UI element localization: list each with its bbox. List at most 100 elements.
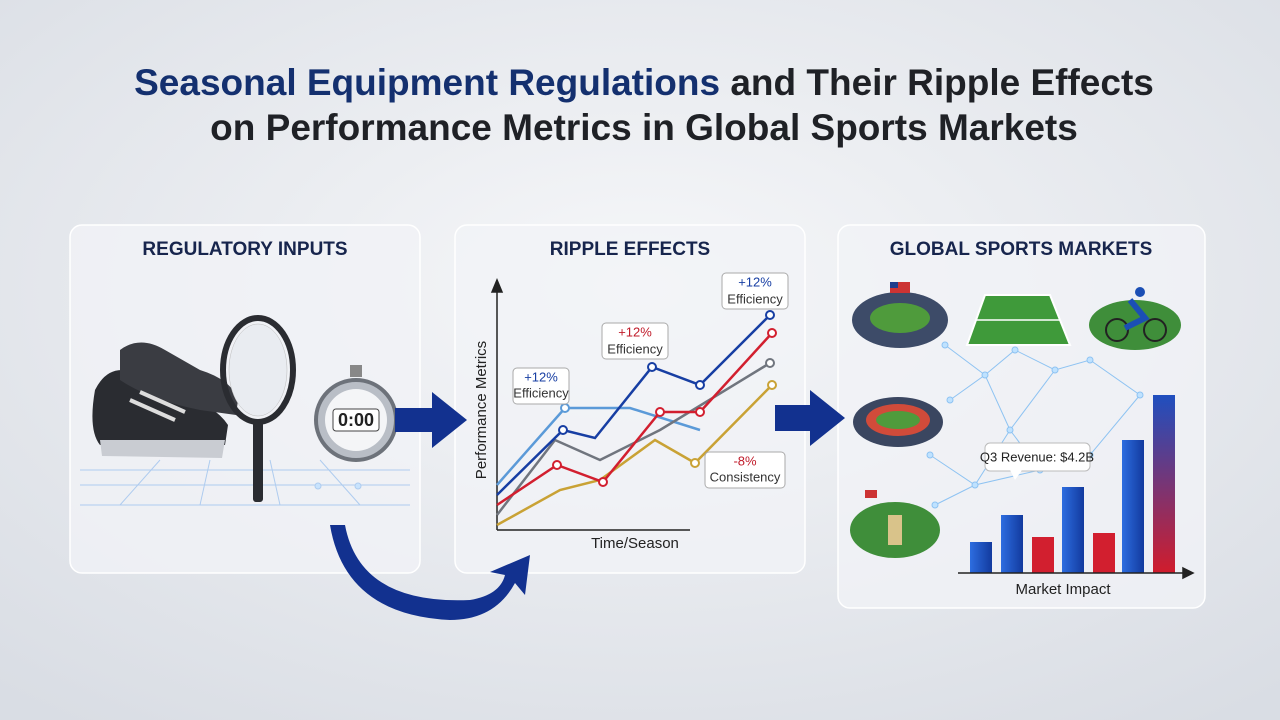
- annotation-value: +12%: [738, 274, 772, 289]
- trend-points-part: [767, 328, 777, 338]
- trend-points-part: [695, 380, 705, 390]
- trend-points-part: [690, 458, 700, 468]
- grid-floor-part: [314, 482, 322, 490]
- trend-points-part: [647, 362, 657, 372]
- callout-text: Q3 Revenue: $4.2B: [980, 449, 1094, 464]
- x-axis-label: Market Impact: [1015, 581, 1111, 598]
- annotation-label: Efficiency: [727, 291, 783, 306]
- annotation-part: [721, 272, 789, 310]
- network-lines-part: [1136, 391, 1144, 399]
- chart-axes: [490, 278, 690, 531]
- trend-lines-part: [496, 314, 771, 496]
- curved-arrow: [330, 525, 530, 620]
- bars-part: [1062, 487, 1084, 573]
- network-lines-part: [1051, 366, 1059, 374]
- trend-lines-part: [496, 406, 701, 486]
- shoes-icon-part: [129, 390, 186, 422]
- network-lines-part: [946, 396, 954, 404]
- network-lines-part: [971, 481, 979, 489]
- bars-part: [970, 542, 992, 573]
- stopwatch-icon-part: [332, 408, 380, 432]
- trend-lines-part: [496, 332, 773, 507]
- chart-axes-part: [490, 278, 504, 293]
- callout: Q3 Revenue: $4.2B: [980, 442, 1094, 480]
- network-lines-part: [1006, 426, 1014, 434]
- bars-part: [1153, 395, 1175, 573]
- annotation-part: [601, 322, 669, 360]
- x-axis-label: Time/Season: [591, 535, 679, 552]
- annotation-label: Consistency: [710, 469, 781, 484]
- trend-points-part: [560, 403, 570, 413]
- trend-points-part: [695, 407, 705, 417]
- y-axis-label: Performance Metrics: [473, 341, 490, 479]
- title-line-1: Seasonal Equipment Regulations and Their…: [134, 62, 1154, 103]
- shoes-icon-part: [92, 370, 228, 445]
- annotation: +12% Efficiency +12% Efficiency +12% Eff…: [512, 272, 789, 489]
- trend-lines: [496, 314, 773, 527]
- bars-part: [1093, 533, 1115, 573]
- bars-part: [1001, 515, 1023, 573]
- track-stadium-icon: [853, 397, 943, 447]
- trend-lines-part: [496, 361, 771, 516]
- cycling-icon-part: [1105, 318, 1129, 342]
- cricket-ground-icon-part: [888, 515, 902, 545]
- cricket-ground-icon-part: [865, 490, 877, 498]
- callout-part: [984, 442, 1091, 472]
- grid-floor-part: [319, 459, 361, 506]
- stopwatch-icon-part: [350, 365, 362, 377]
- bars-part: [1122, 440, 1144, 573]
- cycling-icon-part: [1135, 287, 1145, 297]
- grid-floor: [80, 459, 410, 506]
- shoes-icon-part: [120, 342, 238, 415]
- grid-floor-part: [269, 459, 281, 506]
- shoes-icon: [92, 342, 238, 458]
- stadium-icon-part: [890, 282, 910, 293]
- grid-floor-part: [199, 459, 211, 506]
- market-axis: [958, 566, 1195, 580]
- cycling-icon-part: [1123, 298, 1150, 331]
- arrow-right: [395, 392, 467, 448]
- bars: [970, 395, 1175, 573]
- title-highlight: Seasonal Equipment Regulations: [134, 62, 720, 103]
- trend-points-part: [767, 380, 777, 390]
- annotation-value: +12%: [524, 369, 558, 384]
- trend-lines-part: [496, 384, 773, 527]
- racket-icon-part: [253, 420, 263, 502]
- trend-points-part: [598, 477, 608, 487]
- arrow-right: [775, 390, 845, 446]
- network-lines-part: [944, 344, 1141, 396]
- annotation-value: +12%: [618, 324, 652, 339]
- racket-icon: [220, 315, 296, 502]
- trend-points: [552, 310, 777, 487]
- panel-heading: GLOBAL SPORTS MARKETS: [890, 239, 1153, 260]
- grid-floor-part: [119, 459, 161, 506]
- shoes-icon-part: [100, 440, 225, 458]
- network-lines-part: [1086, 356, 1094, 364]
- callout-part: [1010, 470, 1022, 480]
- track-stadium-icon-part: [876, 411, 920, 429]
- annotation-value: -8%: [733, 453, 757, 468]
- panel-heading: RIPPLE EFFECTS: [550, 239, 710, 260]
- trend-points-part: [765, 310, 775, 320]
- cycling-icon: [1089, 287, 1181, 350]
- grid-floor-part: [354, 482, 362, 490]
- annotation-label: Efficiency: [607, 341, 663, 356]
- annotation-part: [512, 367, 570, 405]
- trend-points-part: [655, 407, 665, 417]
- network-lines-part: [926, 451, 934, 459]
- market-axis-part: [1182, 566, 1195, 580]
- network-lines-part: [981, 371, 989, 379]
- soccer-field-icon: [965, 294, 1072, 346]
- trend-points-part: [765, 358, 775, 368]
- title-line-2: on Performance Metrics in Global Sports …: [210, 107, 1078, 148]
- cricket-ground-icon: [850, 490, 940, 558]
- panel-heading: REGULATORY INPUTS: [142, 239, 347, 260]
- annotation-part: [704, 451, 786, 489]
- network-lines-part: [941, 341, 949, 349]
- title-rest: and Their Ripple Effects: [730, 62, 1154, 103]
- network-lines: [926, 341, 1144, 509]
- stadium-icon-part: [890, 282, 898, 288]
- network-lines-part: [1011, 346, 1019, 354]
- bars-part: [1032, 537, 1054, 573]
